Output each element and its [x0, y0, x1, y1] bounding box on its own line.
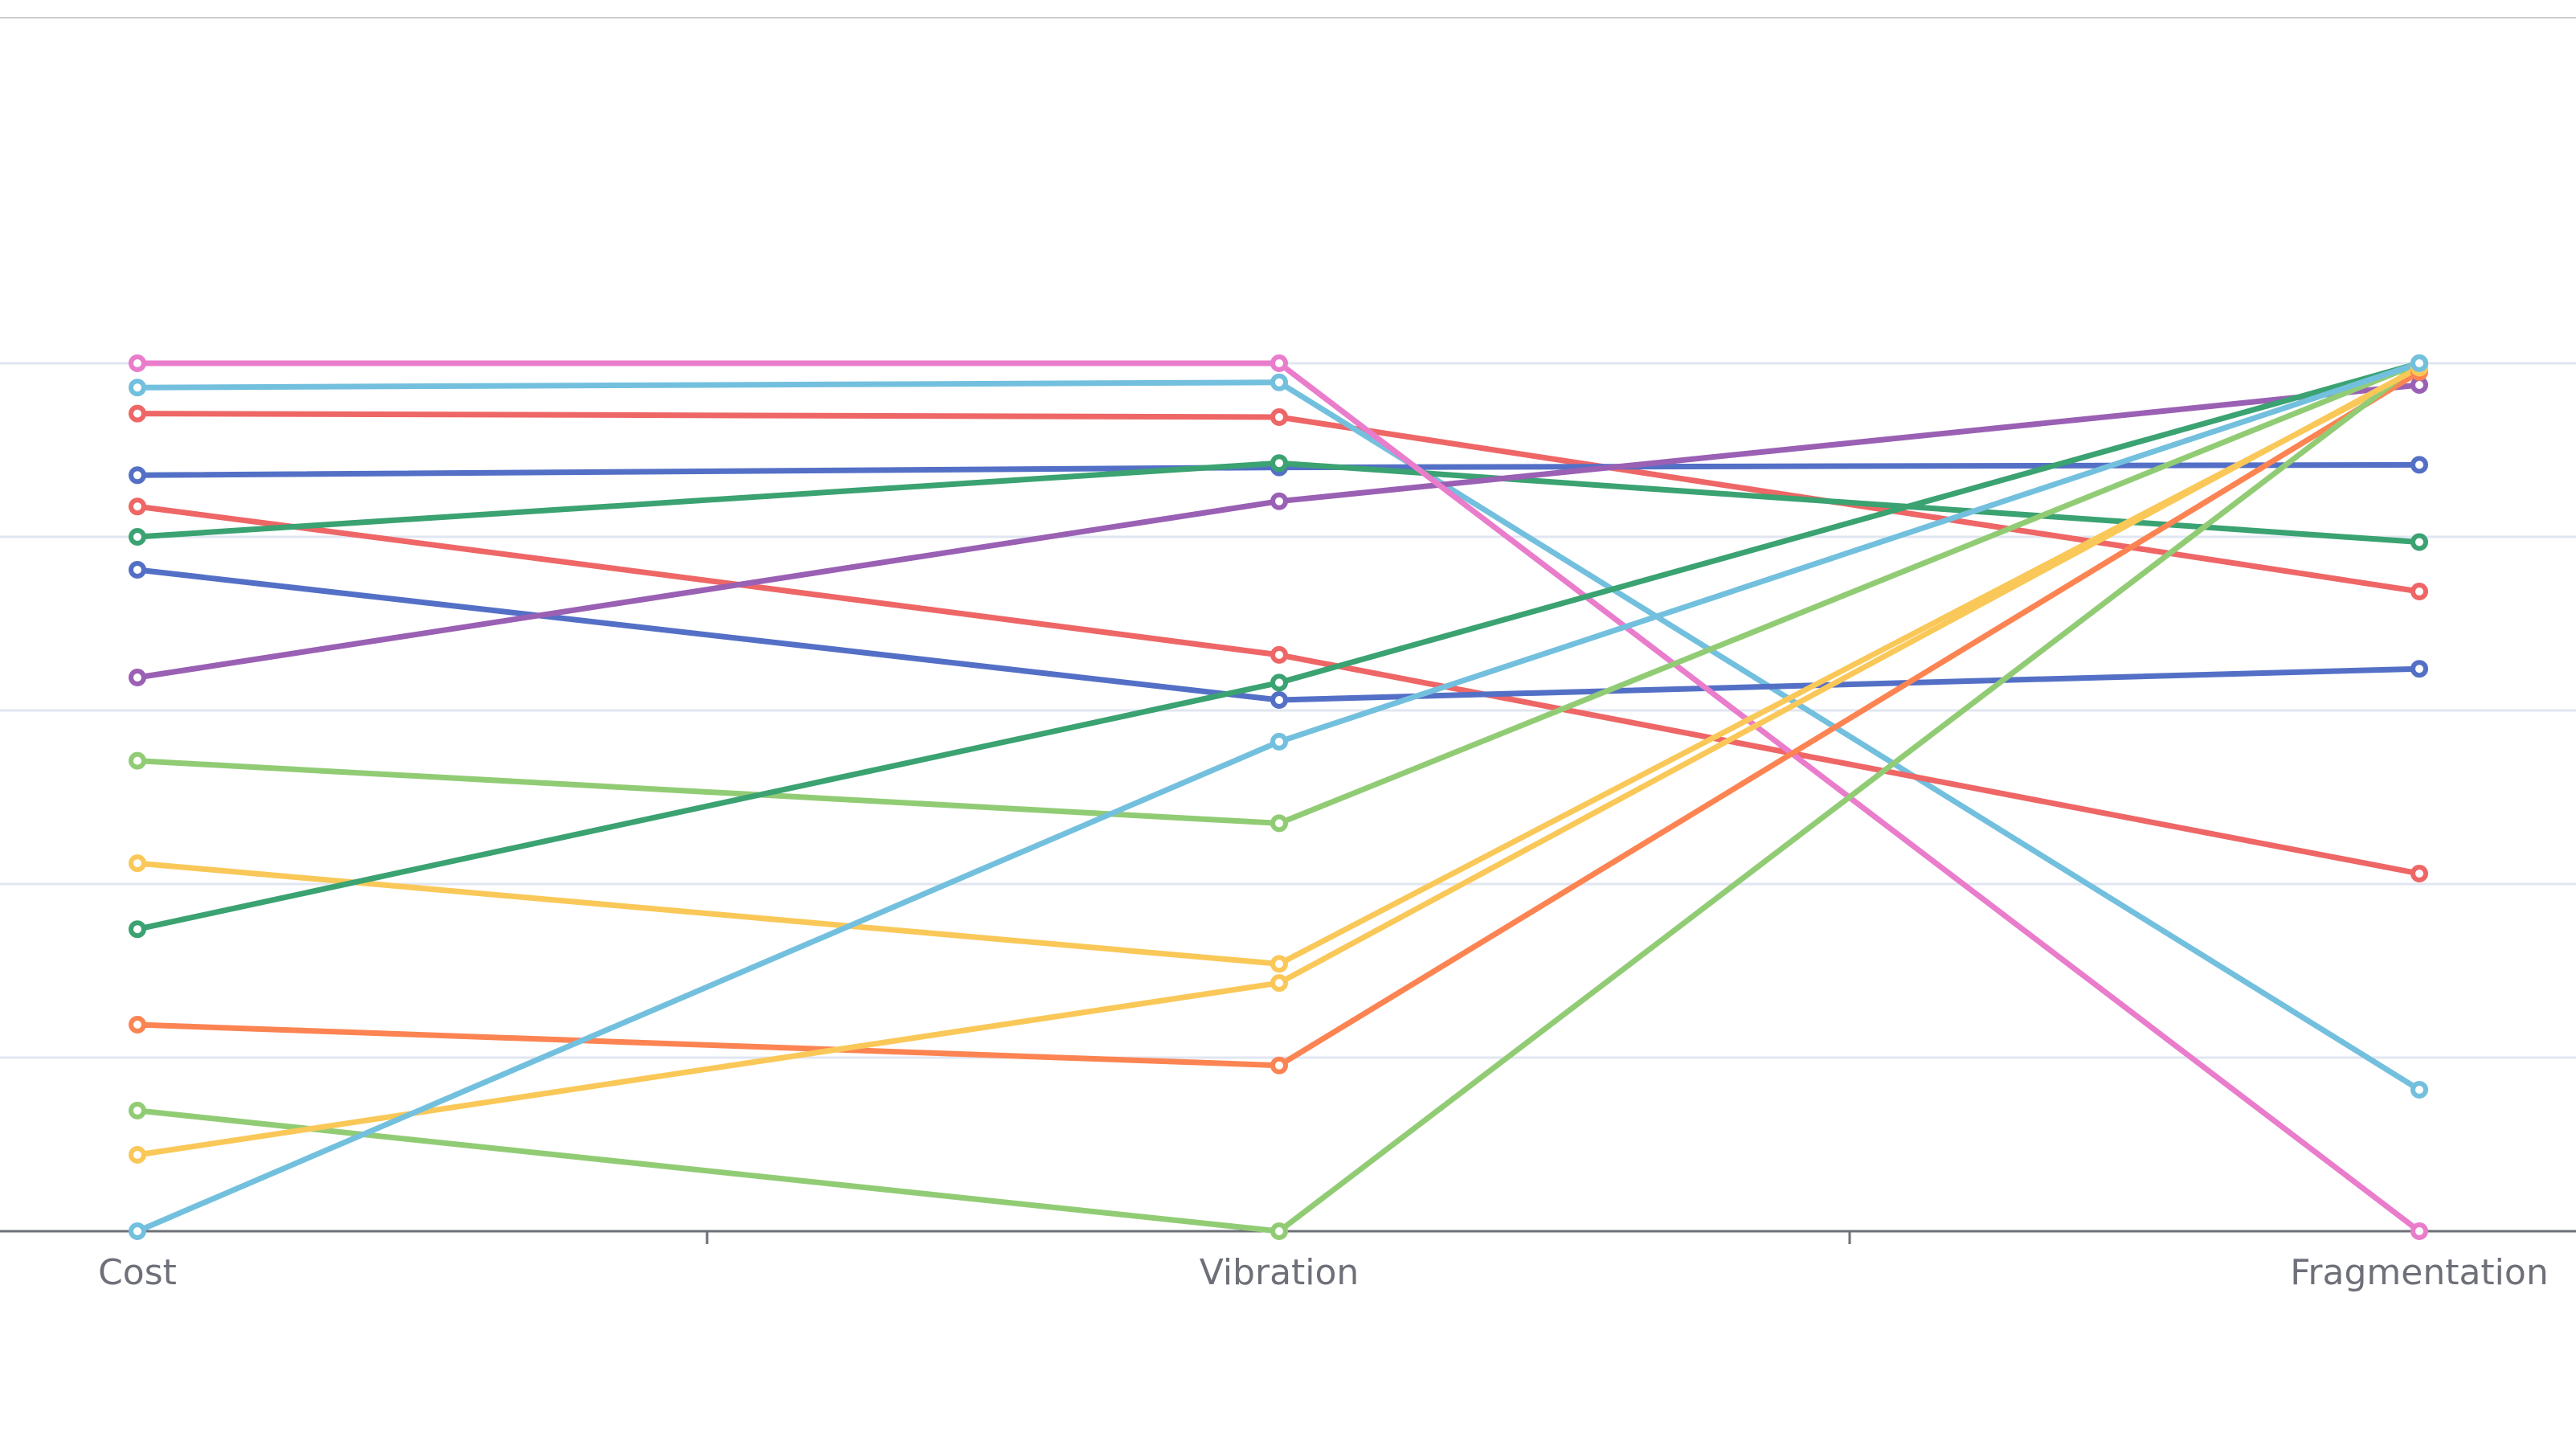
- data-point: [1270, 1222, 1288, 1240]
- data-point: [1270, 373, 1288, 391]
- data-point: [129, 854, 146, 873]
- data-point: [1270, 354, 1288, 372]
- data-point: [129, 528, 146, 546]
- data-point: [129, 404, 146, 423]
- data-point: [1270, 645, 1288, 664]
- series-points: [129, 354, 2428, 1240]
- data-point: [2410, 583, 2428, 600]
- data-point: [1270, 732, 1288, 751]
- data-point: [2410, 456, 2428, 474]
- data-point: [129, 497, 146, 516]
- data-point: [1270, 408, 1288, 426]
- series-line: [134, 360, 2423, 826]
- data-point: [129, 1146, 146, 1164]
- x-axis: Cost Vibration Fragmentation: [0, 1230, 2576, 1293]
- data-point: [1270, 814, 1288, 833]
- data-point: [2410, 354, 2428, 372]
- data-point: [2410, 533, 2428, 551]
- data-point: [129, 354, 146, 372]
- data-point: [129, 561, 146, 579]
- data-point: [129, 751, 146, 770]
- data-point: [129, 1101, 146, 1119]
- data-point: [2410, 660, 2428, 678]
- data-point: [2410, 1222, 2428, 1240]
- data-point: [1270, 955, 1288, 973]
- data-point: [129, 379, 146, 397]
- data-point: [1270, 691, 1288, 709]
- x-tick-label: Cost: [98, 1252, 177, 1293]
- data-point: [129, 466, 146, 485]
- data-point: [129, 1222, 146, 1240]
- data-point: [2410, 865, 2428, 882]
- data-point: [1270, 673, 1288, 692]
- data-point: [1270, 492, 1288, 510]
- series-line: [134, 382, 2423, 681]
- data-point: [129, 669, 146, 686]
- data-point: [1270, 454, 1288, 473]
- x-tick-label: Vibration: [1200, 1252, 1360, 1293]
- data-point: [2410, 1081, 2428, 1099]
- data-point: [1270, 1056, 1288, 1074]
- data-point: [1270, 974, 1288, 993]
- data-point: [129, 1016, 146, 1034]
- data-point: [129, 920, 146, 939]
- x-tick-label: Fragmentation: [2290, 1252, 2548, 1293]
